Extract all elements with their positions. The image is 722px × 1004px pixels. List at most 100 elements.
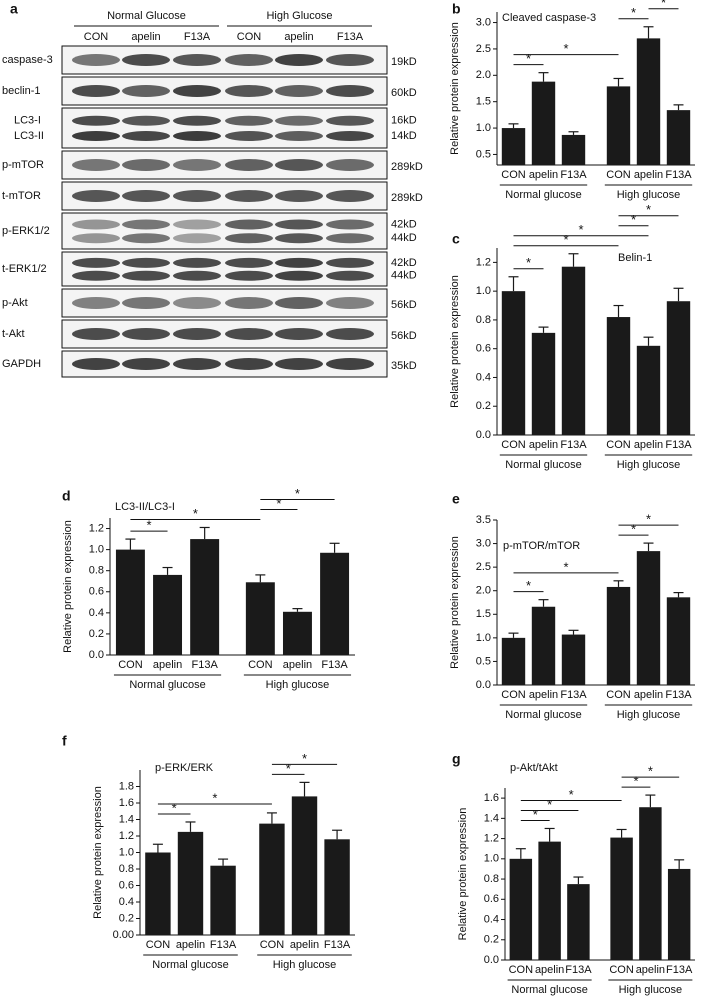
x-tick-label: apelin: [529, 689, 558, 701]
y-tick-label: 0.0: [89, 649, 104, 661]
band: [326, 270, 374, 281]
protein-label: LC3-II: [14, 130, 44, 142]
band: [225, 219, 273, 230]
significance-label: *: [563, 232, 568, 247]
band: [225, 270, 273, 281]
y-tick-label: 0.4: [476, 371, 491, 383]
bar: [282, 611, 312, 655]
panel-label: g: [452, 751, 461, 767]
bar: [561, 134, 586, 165]
significance-label: *: [286, 761, 291, 776]
y-tick-label: 0.2: [119, 912, 134, 924]
group-label: High Glucose: [266, 10, 332, 22]
size-label: 44kD: [391, 270, 417, 282]
bar: [177, 831, 204, 935]
chart-title: Belin-1: [618, 252, 652, 264]
x-tick-label: CON: [501, 439, 526, 451]
y-tick-label: 0.2: [476, 400, 491, 412]
band: [225, 328, 273, 340]
bar: [291, 796, 318, 935]
x-tick-label: F13A: [560, 689, 587, 701]
bar: [501, 291, 526, 435]
band: [72, 257, 120, 268]
bar: [666, 301, 691, 435]
significance-label: *: [302, 751, 307, 766]
bar: [606, 86, 631, 165]
y-tick-label: 0.8: [89, 565, 104, 577]
y-axis-label: Relative protein expression: [457, 808, 469, 941]
y-tick-label: 2.5: [476, 43, 491, 55]
band: [225, 159, 273, 171]
y-tick-label: 1.5: [476, 96, 491, 108]
bar: [639, 807, 662, 960]
band: [173, 219, 221, 230]
bar: [153, 574, 183, 655]
panel-label: f: [62, 733, 67, 749]
bar: [636, 38, 661, 165]
bar: [324, 839, 350, 935]
y-tick-label: 0.4: [119, 896, 134, 908]
group-label: Normal glucose: [505, 709, 581, 721]
y-tick-label: 0.8: [119, 863, 134, 875]
group-label: Normal glucose: [511, 984, 587, 996]
blot-box: [61, 251, 388, 287]
band: [275, 190, 323, 202]
y-tick-label: 1.2: [89, 522, 104, 534]
bar: [606, 317, 631, 435]
significance-label: *: [563, 559, 568, 574]
band: [173, 115, 221, 126]
band: [72, 328, 120, 340]
bar: [561, 266, 586, 435]
x-tick-label: apelin: [290, 939, 319, 951]
protein-label: p-mTOR: [2, 159, 44, 171]
chart-title: p-mTOR/mTOR: [503, 540, 580, 552]
band: [326, 131, 374, 141]
y-tick-label: 0.4: [89, 607, 104, 619]
group-label: Normal glucose: [505, 459, 581, 471]
bar: [190, 539, 220, 655]
y-tick-label: 1.4: [119, 813, 134, 825]
protein-label: t-Akt: [2, 328, 25, 340]
x-tick-label: CON: [501, 169, 526, 181]
group-label: High glucose: [273, 959, 337, 971]
significance-label: *: [526, 578, 531, 593]
significance-label: *: [295, 486, 300, 501]
x-tick-label: apelin: [636, 964, 665, 976]
panel-label: e: [452, 491, 460, 507]
significance-label: *: [631, 522, 636, 537]
x-tick-label: apelin: [153, 659, 182, 671]
y-tick-label: 1.0: [89, 544, 104, 556]
band: [326, 85, 374, 97]
y-axis-label: Relative protein expression: [449, 275, 461, 408]
band: [173, 54, 221, 66]
bar: [636, 345, 661, 435]
band: [275, 54, 323, 66]
band: [275, 297, 323, 309]
size-label: 60kD: [391, 87, 417, 99]
group-label: High glucose: [617, 709, 681, 721]
group-label: High glucose: [617, 459, 681, 471]
y-tick-label: 1.0: [476, 122, 491, 134]
band: [173, 358, 221, 370]
y-tick-label: 0.0: [476, 429, 491, 441]
band: [275, 115, 323, 126]
y-tick-label: 0.8: [484, 873, 499, 885]
significance-label: *: [648, 764, 653, 779]
band: [122, 85, 170, 97]
protein-label: p-ERK1/2: [2, 225, 50, 237]
significance-label: *: [547, 797, 552, 812]
x-tick-label: apelin: [176, 939, 205, 951]
size-label: 42kD: [391, 257, 417, 269]
band: [225, 297, 273, 309]
x-tick-label: F13A: [665, 689, 692, 701]
bar: [245, 582, 275, 655]
size-label: 56kD: [391, 299, 417, 311]
band: [326, 115, 374, 126]
significance-label: *: [172, 800, 177, 815]
x-tick-label: CON: [606, 169, 631, 181]
x-tick-label: apelin: [634, 439, 663, 451]
group-label: Normal glucose: [505, 189, 581, 201]
band: [225, 85, 273, 97]
size-label: 289kD: [391, 192, 423, 204]
protein-label: caspase-3: [2, 54, 53, 66]
